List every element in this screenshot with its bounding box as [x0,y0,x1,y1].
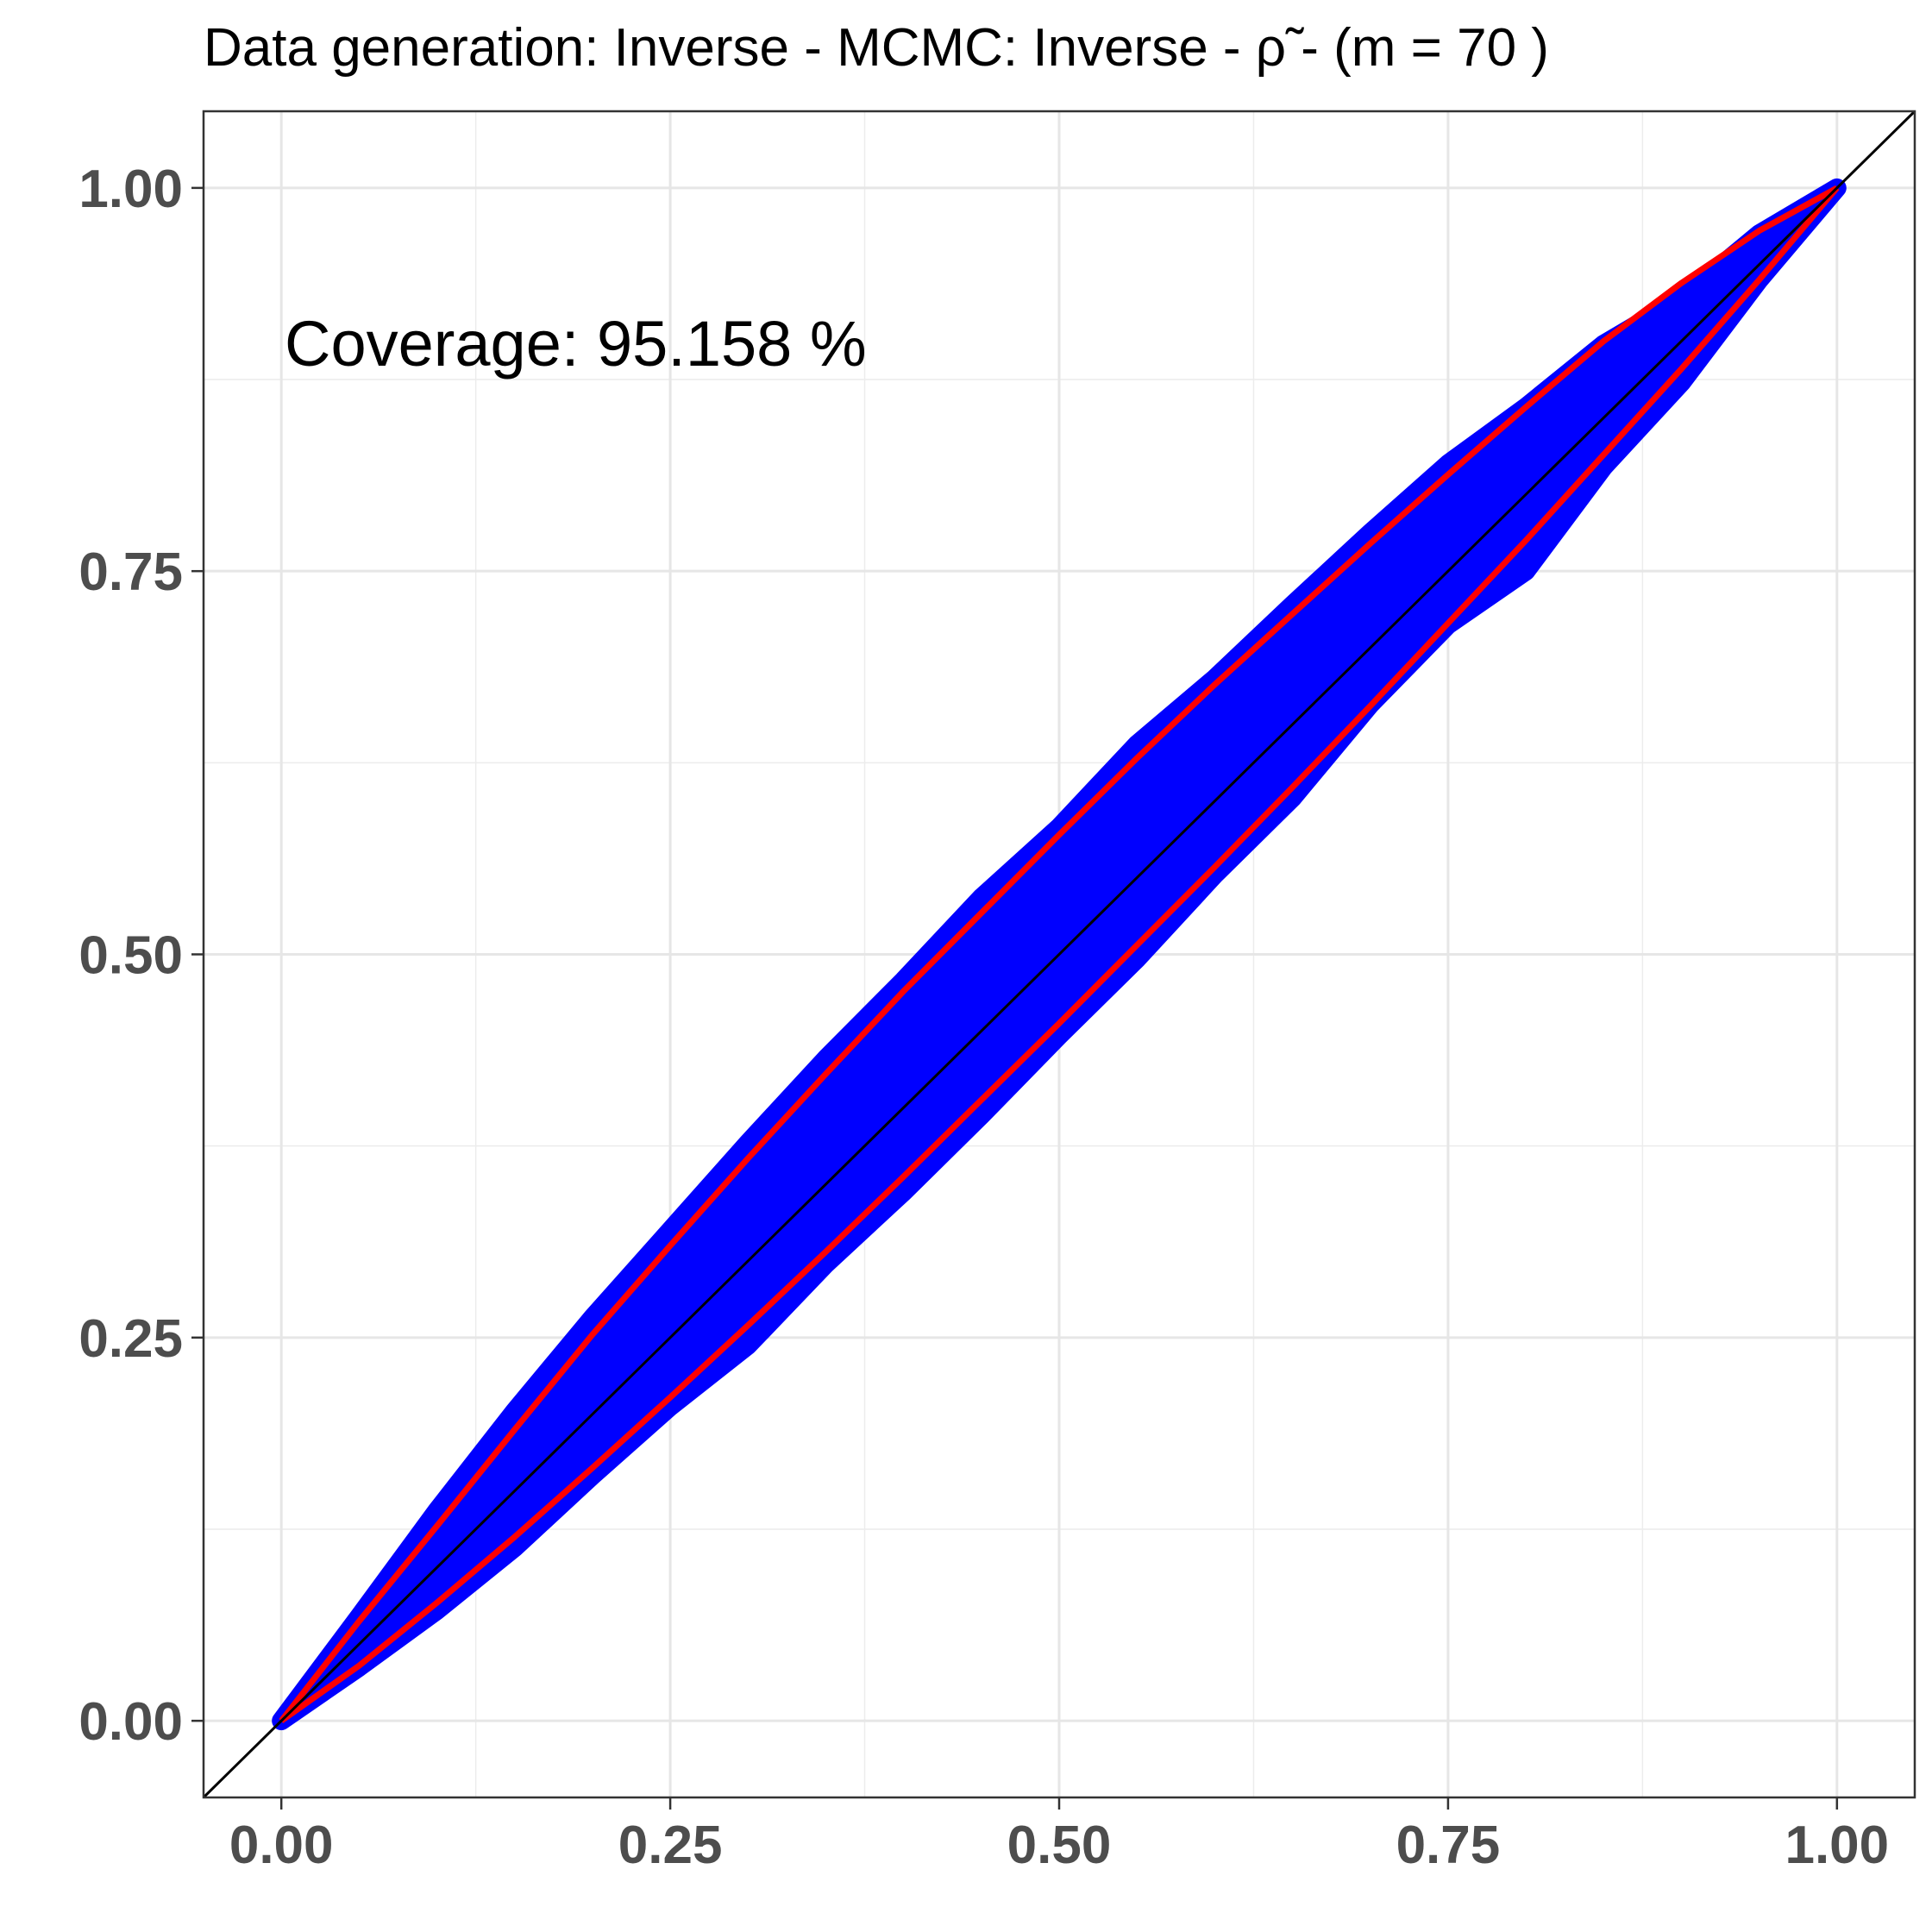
coverage-annotation: Coverage: 95.158 % [285,308,867,380]
y-tick-label: 0.75 [78,543,183,602]
y-tick-label: 0.50 [78,926,183,986]
x-tick-label: 0.00 [229,1816,334,1875]
x-axis: 0.00 0.25 0.50 0.75 1.00 [229,1797,1889,1875]
y-tick-label: 0.00 [78,1692,183,1752]
y-tick-label: 0.25 [78,1309,183,1369]
red-upper-line [279,185,1839,1723]
chart-title: Data generation: Inverse - MCMC: Inverse… [204,18,1549,78]
x-tick-label: 1.00 [1785,1816,1889,1875]
plot-area [204,111,1915,1797]
x-tick-label: 0.25 [618,1816,723,1875]
x-tick-label: 0.75 [1396,1816,1501,1875]
x-tick-label: 0.50 [1007,1816,1112,1875]
red-lower-line [279,185,1840,1723]
y-axis: 0.00 0.25 0.50 0.75 1.00 [78,160,204,1752]
identity-line [204,111,1915,1797]
y-tick-label: 1.00 [78,160,183,219]
